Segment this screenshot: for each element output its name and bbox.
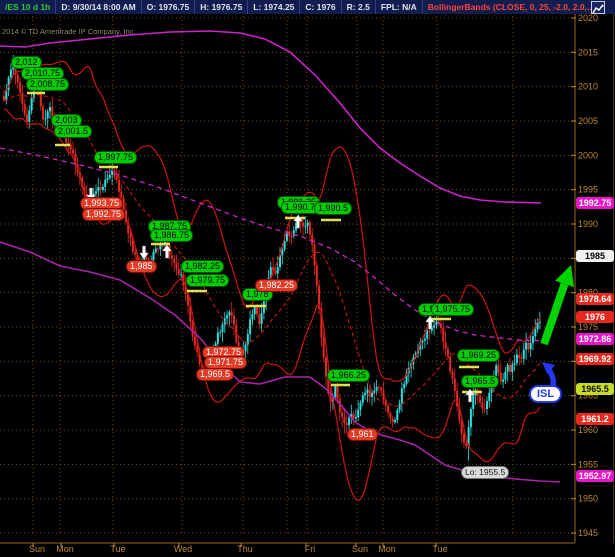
- magenta-dashed-ma-line: [0, 147, 546, 342]
- swing-high-label: 1,965.5: [461, 375, 500, 388]
- symbol-timeframe: /ES 10 d 1h: [0, 0, 57, 14]
- signal-arrows: [30, 69, 475, 403]
- chart-style-icon[interactable]: [591, 1, 605, 14]
- header-field: O: 1976.75: [142, 0, 196, 14]
- zigzag-line-icon: [592, 4, 604, 14]
- day-label: Tue: [110, 544, 125, 554]
- swing-high-label: 1,990.75: [281, 201, 325, 214]
- price-tick-label: 1975: [578, 322, 598, 332]
- day-label: Mon: [56, 544, 74, 554]
- low-note-label: Lo: 1955.5: [461, 466, 510, 479]
- day-label: Fri: [305, 544, 316, 554]
- price-tick-label: 1980: [578, 288, 598, 298]
- price-tick-label: 2000: [578, 150, 598, 160]
- candles: [3, 54, 541, 461]
- price-tick-label: 1965: [578, 391, 598, 401]
- copyright-text: 2014 © TD Ameritrade IP Company, Inc.: [2, 27, 136, 36]
- price-tick-label: 2005: [578, 116, 598, 126]
- isl-drawing-label[interactable]: ISL: [529, 385, 563, 403]
- gridlines: [0, 16, 575, 534]
- axis-price-bubble: 1965.5: [576, 383, 614, 395]
- header-field: D: 9/30/14 8:00 AM: [56, 0, 142, 14]
- up-signal-arrow-icon: [162, 244, 172, 259]
- price-tick-label: 2020: [578, 13, 598, 23]
- price-tick-label: 1960: [578, 425, 598, 435]
- axis-price-bubble: 1952.97: [576, 470, 614, 482]
- green-up-arrow-drawing[interactable]: [540, 265, 574, 346]
- swing-low-label: 1,969.5: [196, 368, 235, 381]
- down-signal-arrow-icon: [139, 245, 149, 260]
- axis-price-bubble: 1972.86: [576, 333, 614, 345]
- ohlc-readout: D: 9/30/14 8:00 AM O: 1976.75 H: 1976.75 L:…: [56, 0, 423, 14]
- axis-price-bubble: 1978.64: [576, 293, 614, 305]
- swing-high-label: 1,997.75: [94, 151, 138, 164]
- price-tick-label: 1945: [578, 528, 598, 538]
- purple-ma-line: [0, 241, 561, 483]
- bollinger-midline: [3, 94, 541, 407]
- day-label: Thu: [237, 544, 253, 554]
- price-tick-label: 1955: [578, 459, 598, 469]
- swing-high-label: 2,012: [11, 56, 42, 69]
- swing-high-label: 1,990.5: [314, 202, 353, 215]
- up-signal-arrow-icon: [293, 214, 303, 229]
- header-field: C: 1976: [300, 0, 342, 14]
- day-label: Tue: [432, 544, 447, 554]
- header-field: FPL: N/A: [376, 0, 423, 14]
- day-label: Sun: [29, 544, 45, 554]
- up-signal-arrow-icon: [425, 315, 435, 330]
- swing-high-label: 1,979.75: [186, 274, 230, 287]
- axis-price-bubble: 1976: [576, 311, 614, 323]
- price-tick-label: 2015: [578, 47, 598, 57]
- indicator-readout: BollingerBands (CLOSE, 0, 25, -2.0, 2.0,…: [427, 2, 594, 12]
- axis-price-bubble: 1961.2: [576, 413, 614, 425]
- header-field: H: 1976.75: [195, 0, 249, 14]
- price-tick-label: 2010: [578, 82, 598, 92]
- chart-header: /ES 10 d 1h D: 9/30/14 8:00 AM O: 1976.75…: [0, 0, 615, 14]
- swing-high-label: 2,008.75: [26, 78, 70, 91]
- day-label: Sun: [352, 544, 368, 554]
- swing-high-label: 1,982.25: [181, 260, 225, 273]
- price-tick-label: 1990: [578, 219, 598, 229]
- swing-level-dashes: [27, 68, 482, 394]
- magenta-ma-line: [0, 30, 542, 204]
- bollinger-upper-band: [3, 60, 541, 382]
- swing-high-label: 2,001.5: [54, 125, 93, 138]
- header-field: L: 1974.25: [248, 0, 301, 14]
- axis-price-bubble: 1985: [576, 250, 614, 262]
- swing-high-label: 1,969.25: [457, 349, 501, 362]
- up-signal-arrow-icon: [465, 388, 475, 403]
- swing-high-label: 1,986.75: [150, 229, 194, 242]
- swing-high-label: 1,975.75: [431, 303, 475, 316]
- swing-low-label: 1,992.75: [82, 208, 126, 221]
- swing-low-label: 1,985: [126, 260, 157, 273]
- swing-low-label: 1,961: [347, 428, 378, 441]
- price-tick-label: 1950: [578, 494, 598, 504]
- day-label: Mon: [378, 544, 396, 554]
- swing-high-label: 1,966.25: [327, 369, 371, 382]
- axis-price-bubble: 1969.92: [576, 353, 614, 365]
- header-field: R: 2.5: [342, 0, 376, 14]
- moving-average-lines: [0, 30, 561, 483]
- axis-price-bubble: 1992.75: [576, 197, 614, 209]
- swing-low-label: 1,982.25: [255, 279, 299, 292]
- day-label: Wed: [174, 544, 192, 554]
- price-tick-label: 1995: [578, 185, 598, 195]
